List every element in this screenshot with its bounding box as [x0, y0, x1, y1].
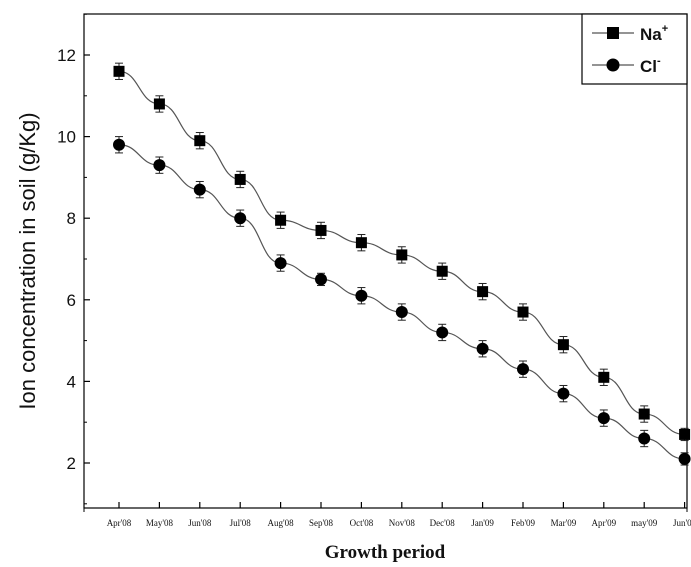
y-tick-label: 6 [67, 291, 76, 310]
data-point-square [355, 237, 367, 249]
legend-label-cl: Cl- [640, 55, 661, 76]
plot-area-frame [83, 13, 688, 509]
data-point-circle [153, 159, 166, 172]
data-point-circle [678, 452, 691, 465]
data-point-square [113, 65, 125, 77]
x-tick-label: Jul'08 [230, 518, 252, 528]
x-tick-label: Jun'08 [188, 518, 212, 528]
x-tick-label: Oct'08 [350, 518, 374, 528]
legend-label-cl-sup: - [657, 55, 661, 67]
data-point-circle [234, 212, 247, 225]
data-point-circle [517, 363, 529, 376]
legend-label-na-sup: + [662, 23, 668, 35]
y-tick-label: 12 [57, 46, 76, 65]
legend-label-cl-base: Cl [640, 57, 657, 76]
y-tick-label: 8 [67, 209, 76, 228]
y-tick-label: 4 [67, 372, 76, 391]
x-tick-label: Apr'09 [591, 518, 616, 528]
data-point-square [153, 98, 165, 110]
legend-entry-na: Na+ [592, 23, 668, 44]
data-point-square [194, 135, 206, 147]
x-axis: Apr'08 May'08 Jun'08 Jul'08 Aug'08 Sep'08 Oct'… [83, 502, 691, 528]
legend-label-na-base: Na [640, 25, 662, 44]
x-axis-title: Growth period [325, 542, 446, 563]
x-tick-label: Jun'09 [673, 518, 691, 528]
data-point-square [679, 428, 691, 440]
data-point-circle [113, 138, 125, 151]
data-point-square [396, 249, 408, 261]
legend-entry-cl: Cl- [592, 55, 661, 76]
x-tick-label: Nov'08 [389, 518, 416, 528]
y-tick-label: 10 [57, 128, 76, 147]
data-point-circle [193, 183, 206, 196]
data-point-square [275, 214, 287, 226]
data-point-circle [557, 387, 570, 400]
x-tick-label: may'09 [631, 518, 658, 528]
data-point-square [638, 408, 650, 420]
x-tick-label: Mar'09 [551, 518, 577, 528]
data-point-square [598, 371, 610, 383]
y-tick-label: 2 [67, 454, 76, 473]
x-tick-label: Dec'08 [430, 518, 456, 528]
y-axis: 2 4 6 8 10 12 [57, 13, 90, 505]
data-point-circle [395, 306, 408, 319]
x-tick-label: Apr'08 [107, 518, 132, 528]
legend-box [581, 13, 688, 85]
x-tick-label: Aug'08 [268, 518, 295, 528]
series-layer [113, 62, 691, 466]
x-tick-label: May'08 [146, 518, 174, 528]
data-point-circle [315, 273, 327, 286]
data-point-square [436, 265, 448, 277]
y-axis-title: Ion concentration in soil (g/Kg) [15, 112, 40, 409]
data-point-circle [436, 326, 449, 339]
x-tick-label: Jan'09 [471, 518, 494, 528]
data-point-square [557, 339, 569, 351]
x-tick-label: Sep'08 [309, 518, 334, 528]
data-point-circle [476, 342, 489, 355]
legend: Na+ Cl- [581, 13, 688, 85]
data-point-circle [274, 257, 287, 270]
legend-label-na: Na+ [640, 23, 668, 44]
data-point-circle [597, 412, 610, 425]
legend-marker-square [607, 27, 619, 39]
data-point-square [517, 306, 529, 318]
data-point-square [477, 286, 489, 298]
series-cl [113, 136, 691, 466]
data-point-square [315, 224, 327, 236]
legend-marker-circle [606, 58, 620, 72]
data-point-circle [355, 289, 368, 302]
data-point-circle [638, 432, 651, 445]
data-point-square [234, 173, 246, 185]
series-na [113, 62, 691, 442]
x-tick-label: Feb'09 [511, 518, 536, 528]
